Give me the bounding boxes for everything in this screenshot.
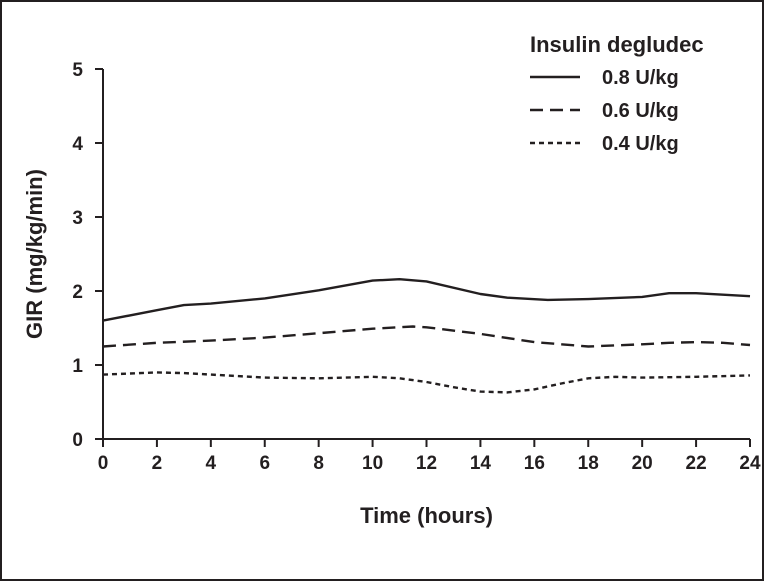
y-tick-label-4: 4: [72, 134, 83, 155]
x-tick-label-8: 16: [524, 453, 545, 474]
y-tick-label-0: 0: [72, 430, 83, 451]
series-layer: [102, 278, 751, 394]
x-tick-label-12: 24: [739, 453, 761, 474]
legend-label-2: 0.4 U/kg: [602, 133, 679, 155]
x-tick-label-11: 22: [686, 453, 707, 474]
legend-label-0: 0.8 U/kg: [602, 67, 679, 89]
y-tick-label-5: 5: [72, 60, 83, 81]
x-tick-label-0: 0: [98, 453, 109, 474]
y-ticks: 0 1 2 3 4 5: [72, 60, 103, 451]
legend-items: 0.8 U/kg 0.6 U/kg 0.4 U/kg: [530, 67, 679, 155]
x-axis-title: Time (hours): [360, 503, 493, 528]
x-tick-label-9: 18: [578, 453, 599, 474]
y-tick-label-3: 3: [72, 208, 83, 229]
x-ticks: 0 2 4 6 8 10 12 14 16 18 20 22 24: [98, 439, 761, 474]
x-tick-label-7: 14: [470, 453, 492, 474]
axes: [102, 69, 750, 440]
y-tick-label-1: 1: [72, 356, 83, 377]
legend: Insulin degludec 0.8 U/kg 0.6 U/kg 0.4 U/k…: [530, 32, 704, 155]
series-line-2: [102, 371, 751, 394]
x-tick-label-4: 8: [313, 453, 324, 474]
x-tick-label-6: 12: [416, 453, 437, 474]
legend-label-1: 0.6 U/kg: [602, 100, 679, 122]
x-tick-label-2: 4: [206, 453, 217, 474]
y-axis-title: GIR (mg/kg/min): [22, 169, 47, 339]
series-line-1: [102, 325, 751, 348]
y-tick-label-2: 2: [72, 282, 83, 303]
legend-title: Insulin degludec: [530, 32, 704, 57]
series-line-0: [102, 278, 751, 322]
x-tick-label-3: 6: [259, 453, 270, 474]
x-tick-label-5: 10: [362, 453, 383, 474]
x-tick-label-1: 2: [152, 453, 163, 474]
x-tick-label-10: 20: [632, 453, 653, 474]
